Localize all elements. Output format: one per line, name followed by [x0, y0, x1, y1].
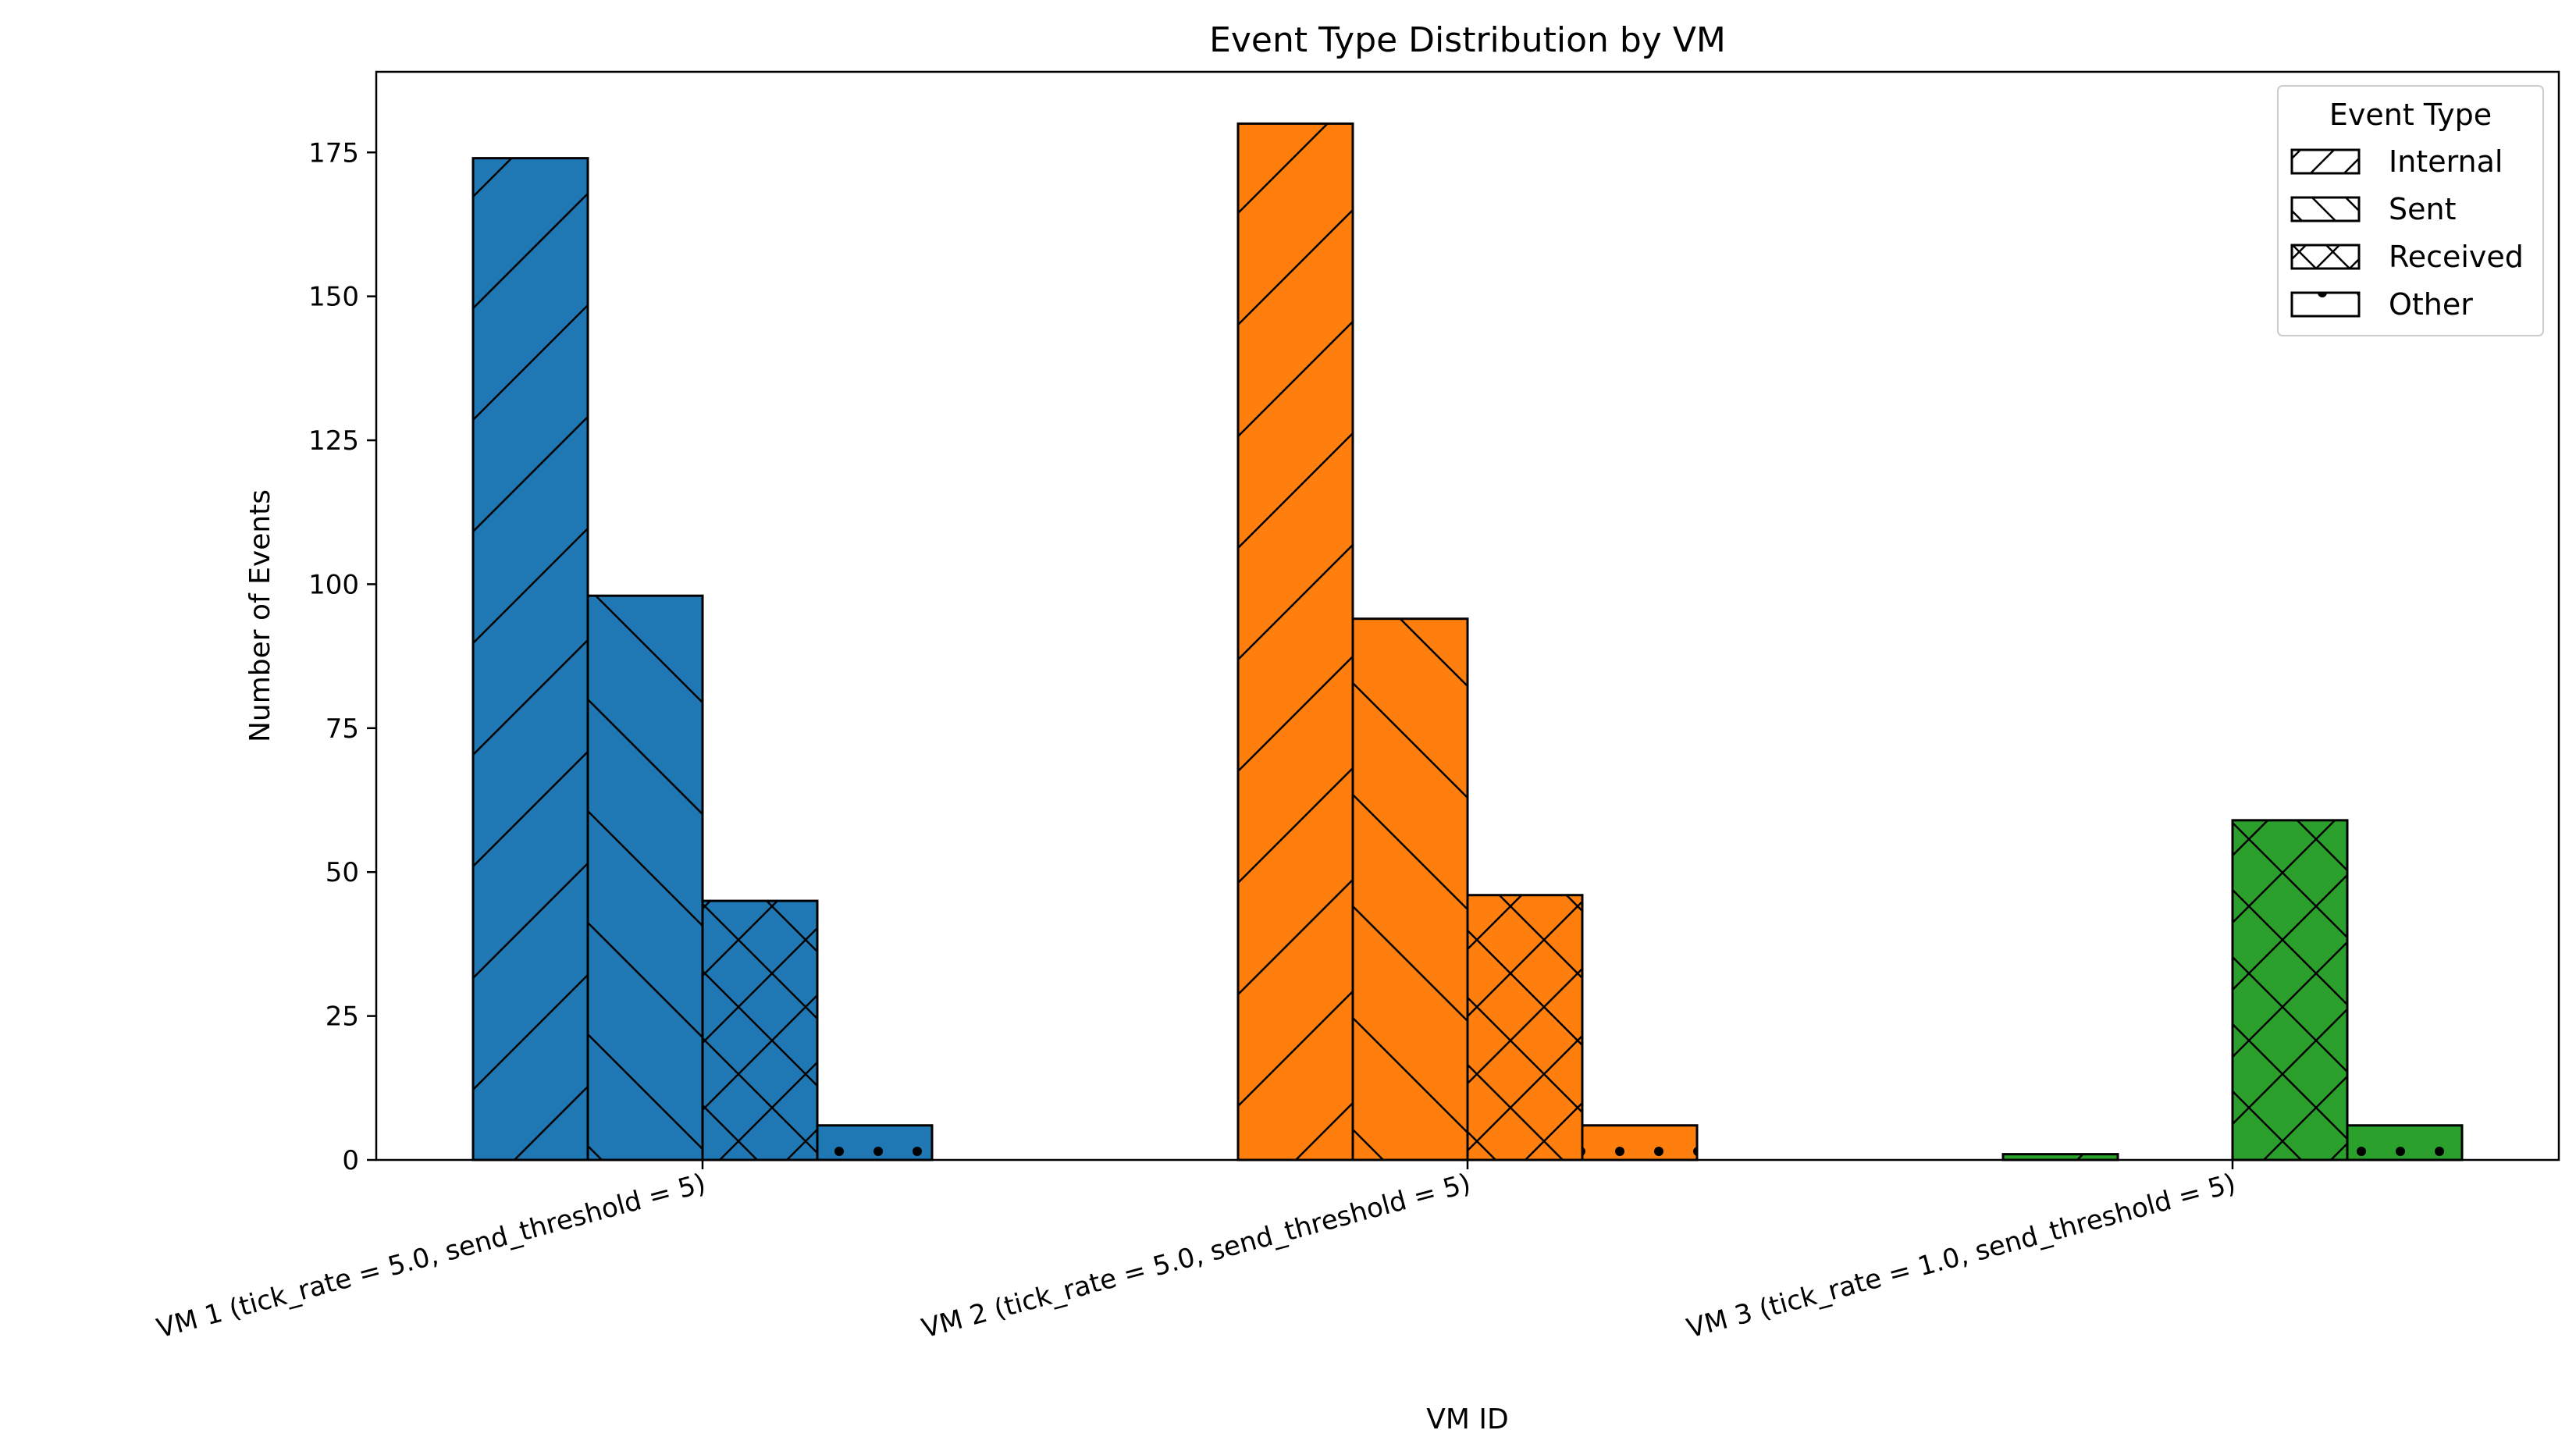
y-tick-label: 25: [326, 1001, 359, 1033]
legend-label: Internal: [2389, 144, 2503, 179]
bars-group: [471, 122, 2464, 1162]
legend-item-received: Received: [2290, 240, 2524, 274]
legend-swatch-received: [2290, 244, 2361, 270]
y-tick-label: 75: [326, 713, 359, 745]
y-tick-label: 175: [308, 137, 359, 169]
legend-item-internal: Internal: [2290, 144, 2503, 179]
legend-swatch-other: [2290, 291, 2361, 318]
bar-vm1-internal: [471, 157, 589, 1162]
legend-swatch-sent: [2290, 196, 2361, 222]
chart-title: Event Type Distribution by VM: [1209, 20, 1726, 60]
legend-frame: [2277, 85, 2544, 336]
x-tick-label-vm2: VM 2 (tick_rate = 5.0, send_threshold = …: [919, 1168, 1475, 1345]
bar-vm3-received: [2231, 819, 2349, 1162]
legend-label: Other: [2389, 287, 2473, 322]
bar-vm2-other: [1581, 1124, 1699, 1162]
legend-item-sent: Sent: [2290, 192, 2456, 226]
legend-label: Received: [2389, 240, 2524, 274]
x-axis: VM 1 (tick_rate = 5.0, send_threshold = …: [154, 1160, 2240, 1345]
x-tick-label-vm1: VM 1 (tick_rate = 5.0, send_threshold = …: [154, 1168, 710, 1345]
bar-vm1-sent: [586, 594, 704, 1162]
legend: Event Type Internal Sent Received Other: [2277, 85, 2544, 336]
bar-vm1-received: [701, 899, 819, 1162]
y-axis: 0 25 50 75 100 125 150 175: [308, 137, 376, 1176]
y-tick-label: 150: [308, 282, 359, 313]
y-tick-label: 0: [342, 1145, 359, 1176]
legend-item-other: Other: [2290, 287, 2473, 322]
y-tick-label: 125: [308, 425, 359, 457]
legend-label: Sent: [2389, 192, 2456, 226]
bar-vm2-received: [1466, 894, 1584, 1162]
bar-vm3-other: [2346, 1124, 2464, 1162]
legend-title: Event Type: [2329, 98, 2492, 132]
x-tick-label-vm3: VM 3 (tick_rate = 1.0, send_threshold = …: [1684, 1168, 2240, 1345]
y-tick-label: 50: [326, 857, 359, 888]
bar-vm2-internal: [1236, 122, 1354, 1162]
bar-vm2-sent: [1351, 617, 1469, 1162]
y-tick-label: 100: [308, 569, 359, 600]
bar-vm1-other: [816, 1124, 934, 1162]
y-axis-label: Number of Events: [244, 489, 276, 742]
x-axis-label: VM ID: [1426, 1403, 1508, 1435]
legend-swatch-internal: [2290, 148, 2361, 175]
